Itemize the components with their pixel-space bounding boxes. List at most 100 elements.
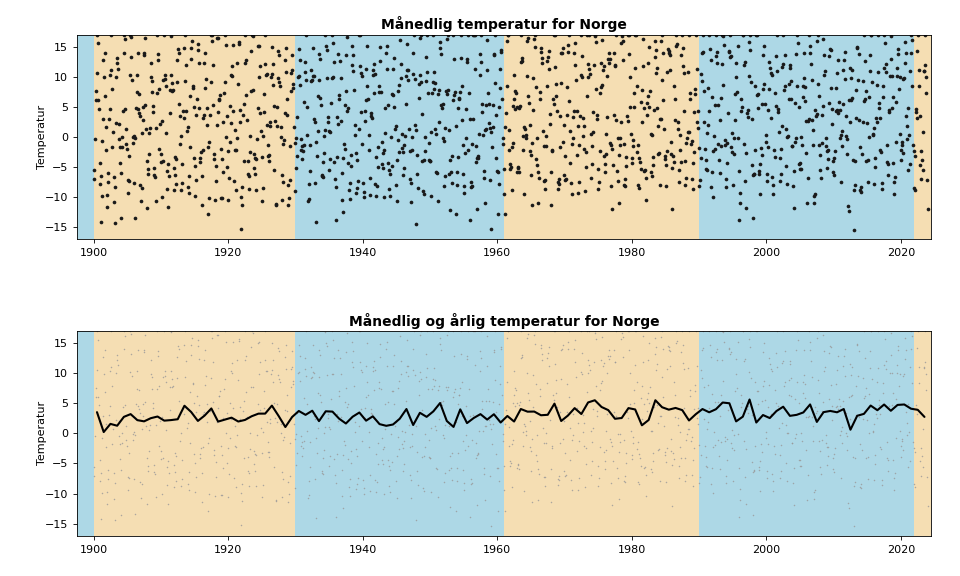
Point	[641, 42, 657, 51]
Point	[343, 162, 358, 171]
Point	[660, 147, 675, 156]
Point	[200, 142, 215, 151]
Point	[204, 30, 220, 39]
Point	[534, 47, 549, 56]
Point	[183, 44, 199, 53]
Point	[731, 463, 746, 472]
Point	[734, 102, 750, 111]
Point	[590, 481, 606, 490]
Point	[677, 453, 692, 462]
Point	[130, 70, 145, 79]
Point	[648, 46, 663, 55]
Point	[376, 490, 392, 499]
Point	[660, 48, 676, 58]
Point	[564, 179, 579, 188]
Point	[837, 344, 852, 354]
Point	[613, 414, 629, 423]
Point	[694, 373, 709, 382]
Point	[827, 450, 842, 459]
Point	[875, 81, 890, 90]
Point	[662, 50, 678, 59]
Point	[94, 488, 109, 498]
Point	[773, 466, 788, 475]
Point	[647, 349, 662, 358]
Point	[554, 48, 569, 57]
Point	[710, 397, 726, 407]
Point	[266, 398, 281, 407]
Point	[849, 85, 864, 94]
Point	[550, 474, 565, 483]
Point	[145, 88, 160, 97]
Point	[369, 487, 384, 497]
Point	[265, 59, 280, 68]
Point	[406, 48, 421, 58]
Point	[906, 183, 922, 192]
Point	[353, 69, 369, 78]
Point	[833, 130, 849, 139]
Point	[372, 378, 387, 387]
Point	[593, 355, 609, 364]
Point	[440, 327, 455, 336]
Point	[851, 75, 866, 84]
Point	[631, 153, 646, 162]
Point	[208, 176, 224, 185]
Point	[276, 139, 291, 148]
Point	[181, 189, 197, 198]
Point	[676, 43, 691, 52]
Point	[631, 181, 646, 190]
Point	[704, 389, 719, 399]
Point	[177, 30, 192, 39]
Point	[734, 327, 750, 336]
Point	[336, 436, 351, 445]
Point	[304, 75, 320, 85]
Point	[538, 472, 553, 482]
Point	[390, 135, 405, 145]
Point	[484, 142, 499, 151]
Point	[642, 382, 658, 392]
Point	[340, 106, 355, 115]
Point	[133, 183, 149, 192]
Point	[408, 125, 423, 134]
Point	[909, 108, 924, 117]
Point	[270, 399, 285, 408]
Point	[140, 170, 156, 179]
Point	[446, 387, 462, 396]
Point	[187, 161, 203, 170]
Point	[516, 442, 531, 451]
Point	[720, 405, 735, 414]
Point	[470, 448, 486, 457]
Point	[770, 108, 785, 117]
Point	[136, 48, 152, 58]
Point	[300, 197, 316, 206]
Point	[520, 33, 536, 42]
Point	[232, 402, 248, 411]
Point	[625, 432, 640, 441]
Point	[714, 327, 730, 336]
Point	[275, 492, 290, 502]
Point	[682, 327, 697, 336]
Point	[416, 452, 431, 461]
Point	[181, 468, 197, 477]
Point	[242, 147, 257, 157]
Point	[590, 184, 606, 194]
Point	[259, 121, 275, 130]
Point	[139, 156, 155, 165]
Point	[327, 174, 343, 183]
Point	[102, 401, 117, 410]
Point	[919, 89, 934, 98]
Point	[904, 378, 920, 388]
Point	[297, 364, 312, 373]
Point	[876, 360, 892, 369]
Point	[806, 488, 822, 497]
Point	[886, 486, 901, 495]
Point	[607, 358, 622, 367]
Point	[508, 401, 523, 410]
Point	[568, 372, 584, 381]
Point	[153, 119, 168, 128]
Point	[575, 114, 590, 123]
Point	[614, 328, 630, 338]
Point	[520, 329, 536, 339]
Point	[867, 162, 882, 172]
Point	[203, 77, 218, 86]
Point	[176, 403, 191, 412]
